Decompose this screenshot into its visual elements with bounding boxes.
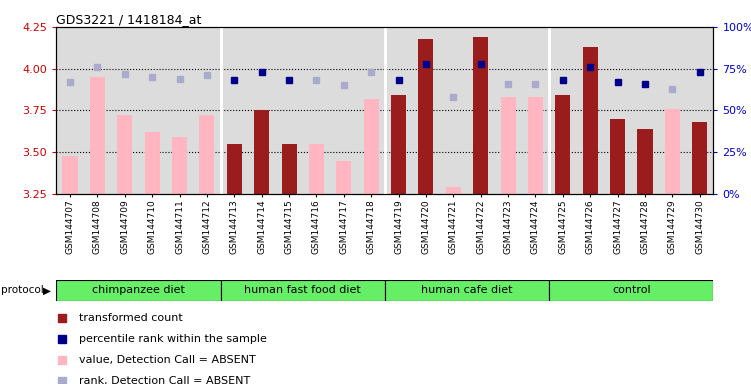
Bar (549, 280, 713, 301)
Text: control: control (612, 285, 650, 296)
Bar (62, 156, 77, 194)
Bar (199, 116, 215, 194)
Bar (117, 116, 132, 194)
Bar (309, 144, 324, 194)
Text: value, Detection Call = ABSENT: value, Detection Call = ABSENT (80, 355, 256, 365)
Bar (528, 97, 543, 194)
Bar (391, 95, 406, 194)
Text: transformed count: transformed count (80, 313, 183, 323)
Bar (90, 77, 105, 194)
Bar (336, 161, 351, 194)
Bar (583, 47, 598, 194)
Bar (418, 38, 433, 194)
Bar (501, 97, 516, 194)
Text: protocol: protocol (1, 285, 44, 296)
Bar (385, 280, 549, 301)
Text: human fast food diet: human fast food diet (244, 285, 361, 296)
Bar (363, 99, 379, 194)
Bar (473, 37, 488, 194)
Bar (221, 280, 385, 301)
Bar (172, 137, 187, 194)
Text: human cafe diet: human cafe diet (421, 285, 513, 296)
Bar (555, 95, 571, 194)
Bar (665, 109, 680, 194)
Bar (692, 122, 707, 194)
Bar (145, 132, 160, 194)
Bar (56, 280, 221, 301)
Bar (282, 144, 297, 194)
Bar (227, 144, 242, 194)
Bar (446, 187, 461, 194)
Bar (254, 111, 269, 194)
Text: percentile rank within the sample: percentile rank within the sample (80, 334, 267, 344)
Bar (610, 119, 625, 194)
Bar (638, 129, 653, 194)
Text: GDS3221 / 1418184_at: GDS3221 / 1418184_at (56, 13, 202, 26)
Text: ▶: ▶ (43, 285, 51, 296)
Text: rank, Detection Call = ABSENT: rank, Detection Call = ABSENT (80, 376, 251, 384)
Text: chimpanzee diet: chimpanzee diet (92, 285, 185, 296)
